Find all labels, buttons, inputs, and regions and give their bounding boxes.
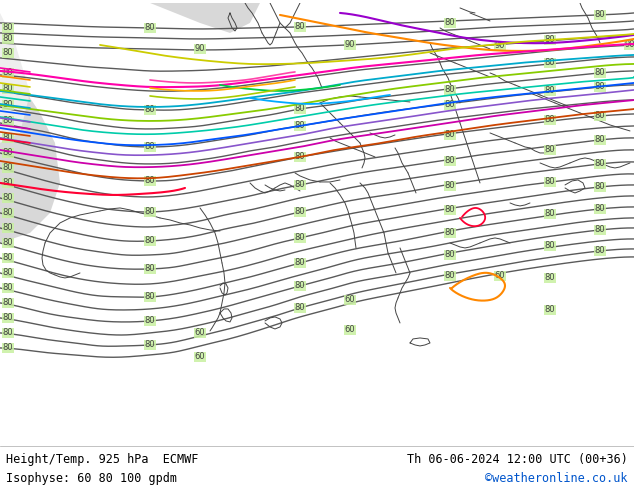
Text: 80: 80: [3, 208, 13, 218]
Text: 80: 80: [3, 164, 13, 172]
Text: 80: 80: [444, 130, 455, 140]
Text: 80: 80: [595, 69, 605, 77]
Polygon shape: [0, 3, 50, 203]
Text: 80: 80: [3, 194, 13, 202]
Text: 80: 80: [295, 207, 306, 217]
Text: 80: 80: [295, 122, 306, 130]
Text: 80: 80: [545, 116, 555, 124]
Polygon shape: [0, 3, 60, 243]
Text: 80: 80: [545, 86, 555, 96]
Text: 80: 80: [3, 239, 13, 247]
Text: 80: 80: [595, 246, 605, 255]
Text: 80: 80: [595, 204, 605, 214]
Text: 80: 80: [444, 250, 455, 259]
Text: 60: 60: [195, 352, 205, 362]
Text: 60: 60: [345, 325, 355, 335]
Text: 80: 80: [444, 228, 455, 238]
Polygon shape: [0, 3, 30, 143]
Text: 80: 80: [595, 111, 605, 121]
Text: 80: 80: [595, 135, 605, 145]
Text: 80: 80: [595, 225, 605, 234]
Text: 80: 80: [295, 152, 306, 161]
Text: 80: 80: [3, 328, 13, 338]
Text: 80: 80: [145, 317, 155, 325]
Text: 80: 80: [545, 177, 555, 187]
Text: Th 06-06-2024 12:00 UTC (00+36): Th 06-06-2024 12:00 UTC (00+36): [407, 453, 628, 466]
Text: 80: 80: [595, 182, 605, 192]
Text: ©weatheronline.co.uk: ©weatheronline.co.uk: [485, 472, 628, 486]
Text: 80: 80: [545, 305, 555, 315]
Text: 80: 80: [145, 237, 155, 245]
Text: 80: 80: [145, 143, 155, 151]
Text: 80: 80: [3, 69, 13, 77]
Text: 80: 80: [145, 176, 155, 185]
Text: 80: 80: [545, 209, 555, 219]
Text: 80: 80: [295, 281, 306, 291]
Text: Height/Temp. 925 hPa  ECMWF: Height/Temp. 925 hPa ECMWF: [6, 453, 198, 466]
Text: Isophyse: 60 80 100 gpdm: Isophyse: 60 80 100 gpdm: [6, 472, 178, 486]
Text: 60: 60: [195, 328, 205, 338]
Text: 80: 80: [595, 82, 605, 92]
Text: 80: 80: [444, 205, 455, 215]
Text: 80: 80: [3, 24, 13, 32]
Text: 90: 90: [345, 41, 355, 49]
Text: 80: 80: [595, 10, 605, 20]
Text: 80: 80: [3, 34, 13, 44]
Text: 80: 80: [444, 100, 455, 109]
Text: 80: 80: [3, 117, 13, 125]
Text: 80: 80: [545, 58, 555, 68]
Text: 80: 80: [444, 156, 455, 166]
Text: 80: 80: [3, 298, 13, 307]
Text: 80: 80: [3, 84, 13, 94]
Text: 80: 80: [295, 303, 306, 313]
Text: 90: 90: [624, 41, 634, 49]
Text: 80: 80: [545, 146, 555, 154]
Text: 60: 60: [345, 295, 355, 304]
Text: 80: 80: [545, 35, 555, 45]
Text: 80: 80: [145, 265, 155, 273]
Text: 80: 80: [3, 133, 13, 143]
Text: 90: 90: [495, 42, 505, 50]
Text: 80: 80: [145, 105, 155, 115]
Text: 80: 80: [3, 253, 13, 263]
Text: 80: 80: [3, 343, 13, 352]
Text: 80: 80: [295, 180, 306, 190]
Text: 80: 80: [545, 242, 555, 250]
Text: 80: 80: [145, 341, 155, 349]
Text: 80: 80: [3, 148, 13, 157]
Text: 80: 80: [3, 100, 13, 109]
Text: 80: 80: [295, 233, 306, 243]
Text: 80: 80: [595, 159, 605, 169]
Text: 80: 80: [145, 293, 155, 301]
Text: 80: 80: [295, 104, 306, 114]
Text: 80: 80: [3, 283, 13, 293]
Text: 80: 80: [3, 178, 13, 188]
Text: 80: 80: [444, 271, 455, 280]
Text: 80: 80: [145, 207, 155, 217]
Text: 80: 80: [545, 273, 555, 282]
Text: 90: 90: [195, 45, 205, 53]
Text: 80: 80: [444, 19, 455, 27]
Text: 80: 80: [295, 23, 306, 31]
Text: 80: 80: [3, 269, 13, 277]
Text: 80: 80: [444, 181, 455, 191]
Text: 80: 80: [444, 85, 455, 95]
Text: 80: 80: [145, 24, 155, 32]
Text: 60: 60: [495, 271, 505, 280]
Text: 80: 80: [3, 314, 13, 322]
Text: 80: 80: [3, 223, 13, 232]
Text: 80: 80: [295, 258, 306, 268]
Text: 80: 80: [3, 49, 13, 57]
Polygon shape: [150, 3, 260, 33]
